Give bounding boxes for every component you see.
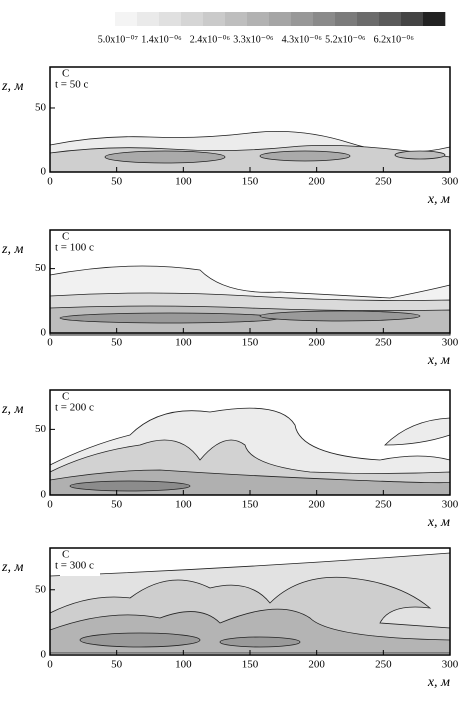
- x-axis-label: x, м: [427, 192, 450, 207]
- colorbar-swatch: [291, 12, 314, 26]
- x-axis-label: x, м: [427, 353, 450, 368]
- colorbar-swatch: [137, 12, 160, 26]
- colorbar-tick-label: 2.4x10⁻⁰⁶: [190, 34, 231, 45]
- colorbar-swatch: [423, 12, 446, 26]
- colorbar-tick-label: 3.3x10⁻⁰⁶: [233, 34, 274, 45]
- contour-field: [49, 552, 451, 654]
- x-tick-label: 0: [47, 176, 53, 188]
- y-tick-label: 50: [35, 102, 47, 114]
- y-tick-label: 0: [41, 489, 47, 501]
- x-tick-label: 200: [308, 659, 325, 671]
- contour-field: [49, 265, 451, 336]
- y-axis-label: z, м: [1, 560, 23, 575]
- x-tick-label: 250: [375, 659, 392, 671]
- x-tick-label: 300: [442, 659, 459, 671]
- y-tick-label: 50: [35, 423, 47, 435]
- x-tick-label: 200: [308, 337, 325, 349]
- colorbar-tick-label: 1.4x10⁻⁰⁶: [141, 34, 182, 45]
- annotation: t = 50 c: [55, 79, 89, 91]
- x-tick-label: 200: [308, 499, 325, 511]
- annotation: t = 100 c: [55, 242, 94, 254]
- y-tick-label: 50: [35, 583, 47, 595]
- x-tick-label: 0: [47, 499, 53, 511]
- colorbar-swatch: [313, 12, 336, 26]
- annotation: C: [62, 231, 69, 243]
- colorbar-tick-label: 5.2x10⁻⁰⁶: [325, 34, 366, 45]
- colorbar-swatch: [379, 12, 402, 26]
- colorbar-tick-label: 4.3x10⁻⁰⁶: [282, 34, 323, 45]
- x-tick-label: 100: [175, 176, 192, 188]
- x-tick-label: 50: [111, 499, 123, 511]
- x-tick-label: 50: [111, 337, 123, 349]
- x-tick-label: 50: [111, 659, 123, 671]
- y-tick-label: 0: [41, 327, 47, 339]
- colorbar-swatch: [115, 12, 138, 26]
- x-tick-label: 150: [242, 659, 259, 671]
- x-tick-label: 250: [375, 499, 392, 511]
- x-tick-label: 250: [375, 176, 392, 188]
- x-tick-label: 100: [175, 659, 192, 671]
- colorbar-swatch: [401, 12, 424, 26]
- x-tick-label: 150: [242, 337, 259, 349]
- x-tick-label: 300: [442, 337, 459, 349]
- colorbar-swatch: [269, 12, 292, 26]
- contour-field: [49, 130, 451, 173]
- y-axis-label: z, м: [1, 79, 23, 94]
- x-tick-label: 150: [242, 499, 259, 511]
- x-tick-label: 300: [442, 176, 459, 188]
- contour-field: [49, 407, 451, 496]
- x-tick-label: 0: [47, 659, 53, 671]
- x-tick-label: 150: [242, 176, 259, 188]
- annotation: C: [62, 549, 69, 561]
- x-axis-label: x, м: [427, 515, 450, 530]
- y-tick-label: 0: [41, 649, 47, 661]
- y-axis-label: z, м: [1, 242, 23, 257]
- colorbar-tick-label: 6.2x10⁻⁰⁶: [374, 34, 415, 45]
- colorbar-swatch: [181, 12, 204, 26]
- y-tick-label: 0: [41, 166, 47, 178]
- colorbar-swatch: [335, 12, 358, 26]
- y-tick-label: 50: [35, 262, 47, 274]
- colorbar-swatch: [357, 12, 380, 26]
- colorbar-swatch: [247, 12, 270, 26]
- colorbar-swatch: [225, 12, 248, 26]
- colorbar-tick-label: 5.0x10⁻⁰⁷: [98, 34, 139, 45]
- x-axis-label: x, м: [427, 675, 450, 690]
- colorbar-swatch: [203, 12, 226, 26]
- x-tick-label: 100: [175, 337, 192, 349]
- annotation: t = 200 c: [55, 402, 94, 414]
- x-tick-label: 200: [308, 176, 325, 188]
- colorbar-swatch: [159, 12, 182, 26]
- annotation: C: [62, 391, 69, 403]
- label-box: [60, 550, 100, 576]
- x-tick-label: 0: [47, 337, 53, 349]
- x-tick-label: 100: [175, 499, 192, 511]
- annotation: C: [62, 68, 69, 80]
- x-tick-label: 50: [111, 176, 123, 188]
- x-tick-label: 250: [375, 337, 392, 349]
- x-tick-label: 300: [442, 499, 459, 511]
- y-axis-label: z, м: [1, 402, 23, 417]
- annotation: t = 300 c: [55, 560, 94, 572]
